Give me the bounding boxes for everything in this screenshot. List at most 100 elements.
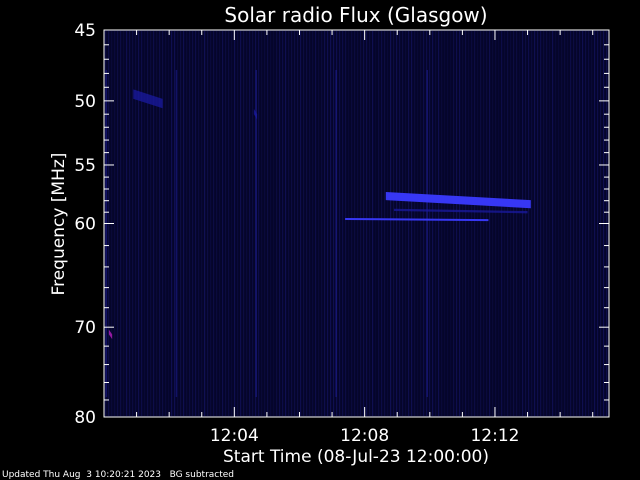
noise-streak — [402, 31, 404, 416]
noise-streak — [216, 31, 218, 416]
noise-streak — [312, 31, 314, 416]
x-tick-label: 12:08 — [340, 426, 389, 446]
noise-streak — [366, 31, 368, 416]
noise-streak — [186, 31, 188, 416]
y-tick-label: 60 — [74, 215, 96, 235]
noise-streak — [255, 31, 257, 416]
noise-streak — [336, 31, 338, 416]
noise-streak — [198, 31, 200, 416]
noise-streak — [405, 31, 407, 416]
noise-streak — [291, 31, 293, 416]
x-axis-label: Start Time (08-Jul-23 12:00:00) — [223, 447, 489, 467]
noise-streak — [150, 31, 152, 416]
noise-streak — [537, 31, 539, 416]
noise-streak — [543, 31, 545, 416]
noise-streak — [465, 31, 467, 416]
y-tick-label: 80 — [74, 408, 96, 428]
noise-streak — [225, 31, 227, 416]
footer-status: Updated Thu Aug 3 10:20:21 2023 BG subtr… — [2, 470, 235, 480]
noise-streak — [348, 31, 350, 416]
noise-streak — [273, 31, 275, 416]
noise-streak — [237, 31, 239, 416]
noise-streak — [175, 70, 178, 397]
noise-streak — [411, 31, 413, 416]
emission-band-58.8 — [393, 208, 528, 214]
noise-streak — [486, 31, 488, 416]
noise-streak — [420, 31, 422, 416]
noise-streak — [138, 31, 140, 416]
noise-streak — [222, 31, 224, 416]
noise-streak — [489, 31, 491, 416]
y-tick-label: 50 — [74, 92, 96, 112]
noise-streak — [387, 31, 389, 416]
noise-streak — [180, 31, 182, 416]
noise-streak — [573, 31, 575, 416]
noise-streak — [531, 31, 533, 416]
noise-streak — [120, 31, 122, 416]
emission-features — [108, 89, 531, 340]
noise-streak — [570, 31, 572, 416]
noise-streak — [456, 31, 458, 416]
noise-streak — [213, 31, 215, 416]
x-axis: 12:04 12:08 12:12 — [136, 30, 594, 446]
noise-streak — [342, 31, 344, 416]
noise-streak — [159, 31, 161, 416]
x-tick-label: 12:04 — [210, 426, 259, 446]
noise-streak — [207, 31, 209, 416]
noise-streak — [513, 31, 515, 416]
noise-streak — [390, 31, 392, 416]
noise-streak — [462, 31, 464, 416]
noise-streak — [105, 70, 108, 397]
noise-streak — [396, 31, 398, 416]
noise-streak — [435, 31, 437, 416]
emission-spot-51 — [253, 108, 258, 120]
noise-streak — [324, 31, 326, 416]
noise-streak — [414, 31, 416, 416]
noise-streak — [546, 31, 548, 416]
noise-streak — [330, 31, 332, 416]
noise-streak — [594, 31, 596, 416]
y-tick-label: 55 — [74, 156, 96, 176]
y-tick-label: 45 — [74, 21, 96, 41]
noise-streak — [114, 31, 116, 416]
noise-streak — [369, 31, 371, 416]
noise-streak — [252, 31, 254, 416]
noise-streak — [447, 31, 449, 416]
noise-streak — [306, 31, 308, 416]
emission-band-59.6 — [345, 218, 489, 222]
noise-streak — [303, 31, 305, 416]
noise-streak — [423, 31, 425, 416]
noise-streak — [507, 31, 509, 416]
x-tick-label: 12:12 — [470, 426, 519, 446]
noise-streak — [258, 31, 260, 416]
noise-streak — [477, 31, 479, 416]
noise-streak — [210, 31, 212, 416]
noise-streak — [372, 31, 374, 416]
noise-streak — [240, 31, 242, 416]
noise-streak — [498, 31, 500, 416]
noise-streak — [564, 31, 566, 416]
noise-streak — [588, 31, 590, 416]
noise-streak — [429, 31, 431, 416]
noise-streak — [504, 31, 506, 416]
noise-streak — [522, 31, 524, 416]
noise-streak — [231, 31, 233, 416]
noise-streak — [399, 31, 401, 416]
noise-streak — [117, 31, 119, 416]
noise-streak — [360, 31, 362, 416]
noise-streak — [267, 31, 269, 416]
noise-streak — [576, 31, 578, 416]
noise-streak — [228, 31, 230, 416]
noise-streak — [162, 31, 164, 416]
y-tick-label: 70 — [74, 318, 96, 338]
noise-streak — [195, 31, 197, 416]
noise-streak — [321, 31, 323, 416]
noise-streak — [318, 31, 320, 416]
noise-streak — [558, 31, 560, 416]
noise-streak — [519, 31, 521, 416]
noise-streak — [471, 31, 473, 416]
noise-streak — [351, 31, 353, 416]
noise-streak — [285, 31, 287, 416]
noise-streak — [345, 31, 347, 416]
